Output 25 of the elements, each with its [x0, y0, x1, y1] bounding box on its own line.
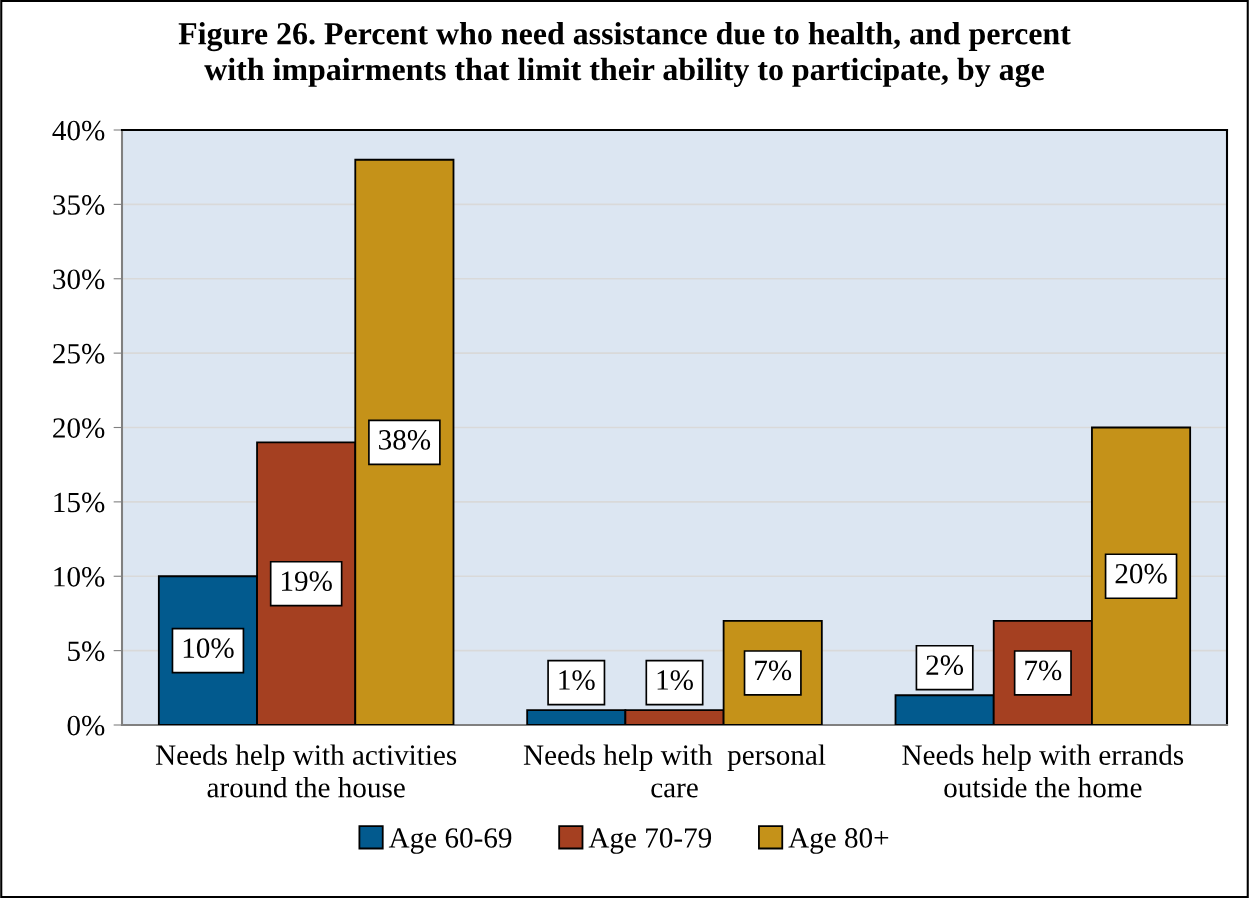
- data-label: 7%: [755, 660, 792, 681]
- data-label: 7%: [1025, 660, 1062, 681]
- x-tick-label: Needs help with errands outside the home: [902, 744, 1184, 798]
- legend-label: Age 80+: [788, 828, 889, 854]
- data-label: 20%: [1115, 563, 1167, 584]
- y-tick-label: 40%: [52, 120, 105, 141]
- data-label: 38%: [379, 429, 431, 450]
- y-tick-label: 20%: [53, 418, 105, 438]
- legend-label: Age 60-69: [388, 828, 512, 854]
- x-tick-label: Needs help with activities around the house: [155, 744, 457, 798]
- data-label: 19%: [282, 571, 332, 592]
- y-tick-label: 35%: [53, 195, 105, 215]
- y-tick-label: 15%: [54, 492, 105, 513]
- data-label: 1%: [559, 670, 595, 690]
- y-tick-label: 10%: [54, 566, 105, 587]
- data-label: 10%: [183, 638, 234, 659]
- y-tick-label: 25%: [53, 343, 105, 364]
- chart-title: Figure 26. Percent who need assistance due to health, and percent with impairments that limit their ability to participate, by age: [178, 22, 1071, 88]
- x-tick-label: Needs help with personal care: [523, 744, 826, 798]
- y-tick-label: 30%: [53, 269, 105, 290]
- y-tick-label: 0%: [67, 715, 105, 736]
- data-label: 2%: [926, 655, 964, 676]
- legend-label: Age 70-79: [588, 828, 712, 854]
- data-label: 1%: [657, 670, 693, 690]
- y-tick-label: 5%: [68, 641, 105, 662]
